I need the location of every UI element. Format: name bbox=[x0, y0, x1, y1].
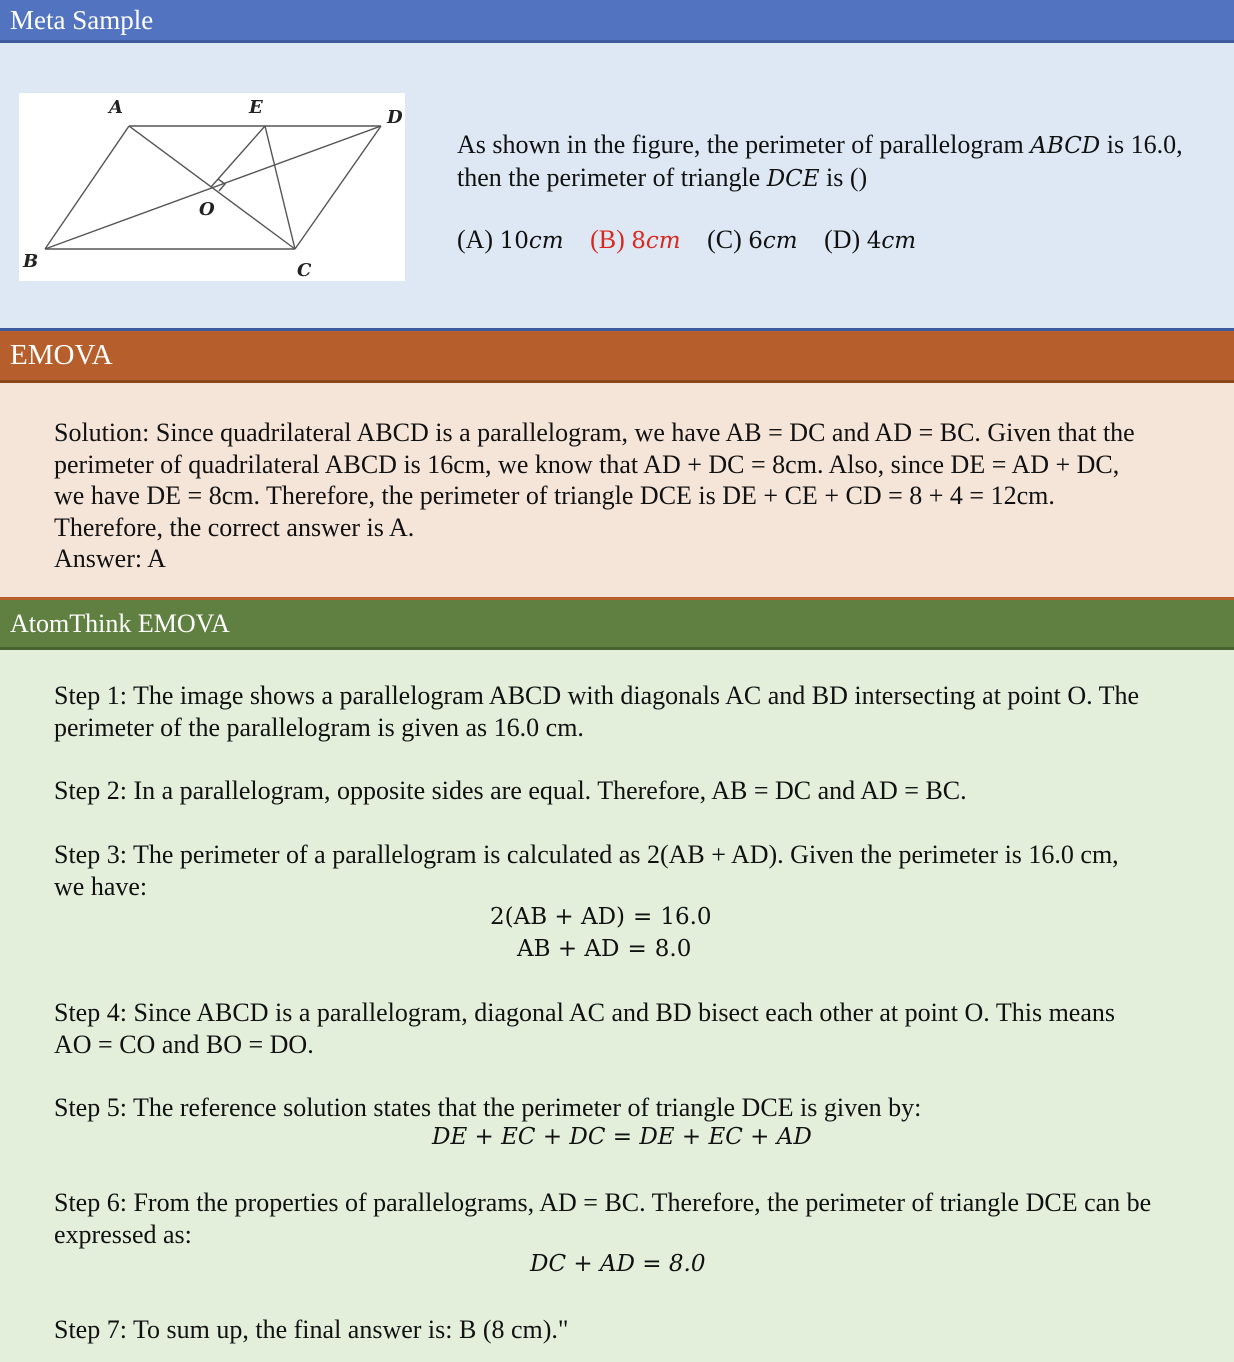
question-text: As shown in the figure, the perimeter of… bbox=[457, 130, 1183, 192]
choice-c: (C) 6cm bbox=[707, 225, 798, 254]
choice-d: (D) 4cm bbox=[824, 225, 917, 254]
step-2: Step 2: In a parallelogram, opposite sid… bbox=[54, 776, 967, 805]
step-3: Step 3: The perimeter of a parallelogram… bbox=[54, 840, 1119, 901]
edge-ab bbox=[44, 125, 130, 250]
step-7: Step 7: To sum up, the final answer is: … bbox=[54, 1315, 569, 1344]
step-3-equation-2: AB + AD = 8.0 bbox=[517, 936, 692, 962]
label-e: E bbox=[248, 97, 263, 118]
emova-line-4: Therefore, the correct answer is A. bbox=[54, 512, 415, 542]
meta-sample-panel: A E D O B C As shown in the figure, the … bbox=[0, 43, 1234, 331]
label-c: C bbox=[297, 260, 312, 281]
answer-choices: (A) 10cm (B) 8cm (C) 6cm (D) 4cm bbox=[457, 225, 936, 255]
atomthink-header: AtomThink EMOVA bbox=[0, 600, 1234, 650]
emova-line-3: we have DE = 8cm. Therefore, the perimet… bbox=[54, 481, 1055, 510]
atomthink-panel: Step 1: The image shows a parallelogram … bbox=[0, 650, 1234, 1359]
step-3-equation-1: 2(AB + AD) = 16.0 bbox=[490, 904, 712, 930]
atomthink-title: AtomThink EMOVA bbox=[10, 608, 230, 638]
parallelogram-figure: A E D O B C bbox=[19, 93, 405, 281]
emova-panel: Solution: Since quadrilateral ABCD is a … bbox=[0, 383, 1234, 600]
label-b: B bbox=[22, 251, 38, 272]
edge-dc bbox=[294, 125, 382, 250]
step-1: Step 1: The image shows a parallelogram … bbox=[54, 681, 1140, 742]
right-angle-mark bbox=[217, 178, 227, 192]
emova-answer: Answer: A bbox=[54, 544, 166, 573]
segment-ec bbox=[264, 125, 296, 250]
emova-line-1: Solution: Since quadrilateral ABCD is a … bbox=[54, 418, 1135, 447]
emova-solution: Solution: Since quadrilateral ABCD is a … bbox=[54, 417, 1194, 575]
choice-a: (A) 10cm bbox=[457, 225, 564, 254]
emova-title: EMOVA bbox=[10, 339, 113, 371]
step-6: Step 6: From the properties of parallelo… bbox=[54, 1188, 1152, 1249]
meta-sample-title: Meta Sample bbox=[10, 4, 154, 35]
choice-b-correct: (B) 8cm bbox=[590, 225, 681, 254]
emova-header: EMOVA bbox=[0, 331, 1234, 383]
label-a: A bbox=[107, 97, 123, 118]
label-o: O bbox=[199, 199, 215, 220]
step-5: Step 5: The reference solution states th… bbox=[54, 1093, 922, 1122]
segment-eo bbox=[210, 125, 266, 188]
emova-line-2: perimeter of quadrilateral ABCD is 16cm,… bbox=[54, 449, 1120, 479]
meta-sample-header: Meta Sample bbox=[0, 0, 1234, 43]
step-4: Step 4: Since ABCD is a parallelogram, d… bbox=[54, 998, 1115, 1059]
label-d: D bbox=[386, 107, 403, 128]
step-6-equation: DC + AD = 8.0 bbox=[530, 1251, 706, 1277]
step-5-equation: DE + EC + DC = DE + EC + AD bbox=[432, 1124, 812, 1150]
diagonal-bd bbox=[44, 125, 382, 250]
